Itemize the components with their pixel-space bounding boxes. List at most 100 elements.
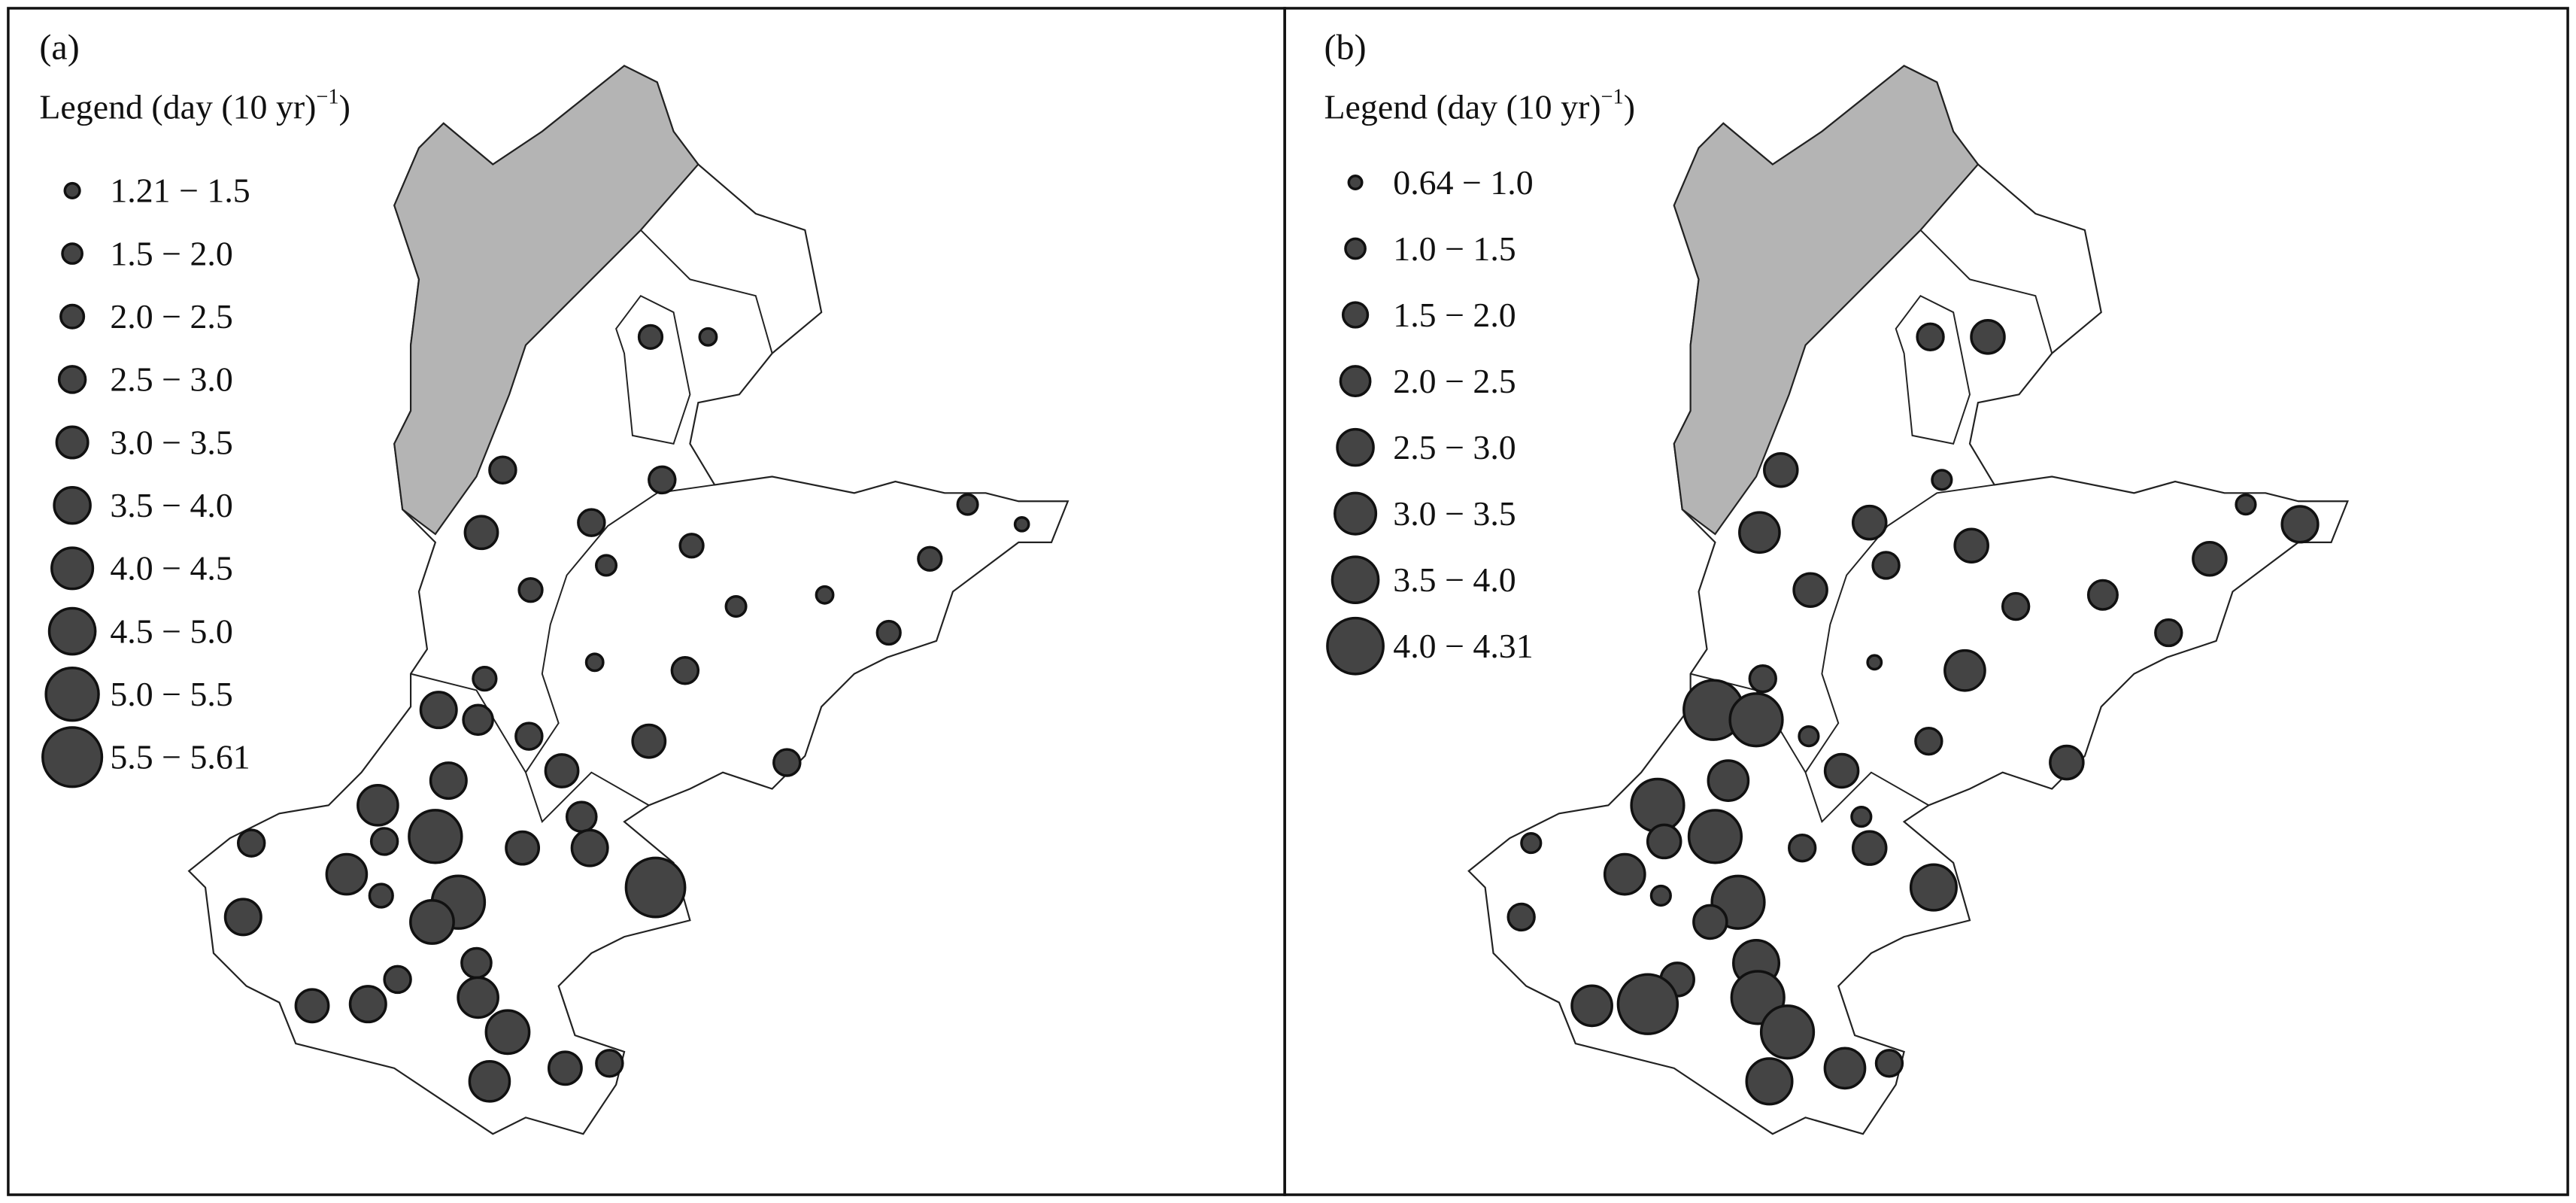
station	[348, 985, 387, 1024]
station	[1943, 649, 1986, 692]
station	[1649, 884, 1672, 907]
station	[419, 691, 458, 730]
station	[462, 703, 494, 737]
legend-title: Legend (day (10 yr)−1)	[1324, 86, 1635, 126]
station	[2049, 744, 2085, 781]
station	[383, 965, 412, 995]
station	[1646, 823, 1682, 860]
base-map	[188, 65, 1069, 1135]
station	[547, 1050, 583, 1086]
station	[460, 946, 493, 980]
station	[369, 827, 399, 856]
station	[1745, 1057, 1794, 1106]
station	[1692, 904, 1728, 940]
legend-symbol	[1326, 616, 1385, 676]
legend-entry: 0.64 − 1.0	[1393, 163, 1533, 202]
station	[484, 1009, 531, 1056]
station	[1823, 752, 1860, 789]
legend-entry: 4.5 − 5.0	[110, 612, 232, 650]
legend-entry: 3.0 − 3.5	[110, 423, 232, 461]
legend-entry: 1.5 − 2.0	[110, 234, 232, 272]
station	[1823, 1047, 1867, 1090]
legend-entry: 2.5 − 3.0	[110, 360, 232, 399]
panel-label: (a)	[39, 28, 79, 68]
legend-entry: 3.5 − 4.0	[110, 486, 232, 524]
legend-symbol	[47, 606, 97, 656]
legend-symbol	[55, 425, 90, 460]
station	[815, 585, 835, 605]
legend-title-part: )	[339, 87, 350, 126]
legend-symbol	[59, 303, 86, 330]
station	[1506, 902, 1536, 932]
station	[1874, 1049, 1904, 1078]
station	[1687, 809, 1743, 864]
station	[368, 883, 394, 909]
legend-entry: 4.0 − 4.31	[1393, 627, 1533, 665]
station	[724, 595, 748, 618]
station	[1738, 511, 1781, 554]
legend-title: Legend (day (10 yr)−1)	[39, 86, 350, 126]
station	[544, 753, 580, 788]
legend-title-part: )	[1624, 87, 1635, 126]
station	[1866, 654, 1883, 671]
station	[1788, 833, 1817, 863]
station	[1570, 984, 1613, 1028]
legend-entry: 4.0 − 4.5	[110, 549, 232, 588]
station	[1798, 725, 1820, 748]
station	[2280, 505, 2320, 544]
legend-entry: 2.0 − 2.5	[110, 297, 232, 336]
station	[1759, 1004, 1816, 1060]
legend-symbol	[57, 365, 87, 394]
station	[956, 493, 979, 516]
station	[570, 828, 609, 867]
legend-entry: 3.5 − 4.0	[1393, 560, 1516, 599]
station	[1763, 451, 1799, 488]
station	[678, 533, 705, 559]
legend-entry: 5.0 − 5.5	[110, 675, 232, 713]
station	[1728, 692, 1784, 748]
legend-entry: 1.5 − 2.0	[1393, 296, 1516, 334]
legend-symbol	[1334, 491, 1378, 536]
base-map	[1467, 65, 2349, 1135]
station	[488, 455, 517, 485]
station	[429, 761, 468, 800]
station	[631, 723, 667, 759]
station	[2086, 579, 2119, 611]
station	[917, 545, 943, 572]
panel-frame	[1283, 7, 2569, 1196]
legend-symbol	[41, 726, 104, 788]
station	[223, 898, 262, 937]
station	[472, 666, 498, 692]
station	[1630, 777, 1685, 833]
station	[325, 852, 369, 896]
station	[1871, 551, 1901, 580]
legend-symbol	[1330, 555, 1380, 604]
station	[1916, 322, 1945, 352]
legend-symbol	[53, 485, 92, 525]
legend-entry: 2.5 − 3.0	[1393, 428, 1516, 466]
legend-symbol	[1336, 427, 1375, 467]
station	[463, 515, 499, 551]
legend-symbol	[1347, 175, 1364, 190]
station	[577, 508, 606, 537]
legend-entry: 3.0 − 3.5	[1393, 494, 1516, 533]
station	[468, 1060, 511, 1103]
station	[2192, 540, 2228, 577]
station	[648, 465, 677, 495]
station	[294, 988, 330, 1024]
legend-symbol	[1341, 301, 1370, 329]
legend-title-part: −1	[1601, 86, 1624, 109]
legend-entry: 5.5 − 5.61	[110, 738, 250, 776]
station	[670, 656, 700, 685]
station	[584, 652, 605, 673]
station	[637, 324, 664, 350]
station	[2154, 618, 2183, 648]
station	[1914, 726, 1943, 756]
station	[2001, 591, 2031, 621]
station	[595, 1049, 624, 1078]
legend-entry: 1.21 − 1.5	[110, 172, 250, 210]
station	[1970, 319, 2006, 355]
panel-label: (b)	[1324, 28, 1367, 68]
station	[357, 784, 399, 827]
